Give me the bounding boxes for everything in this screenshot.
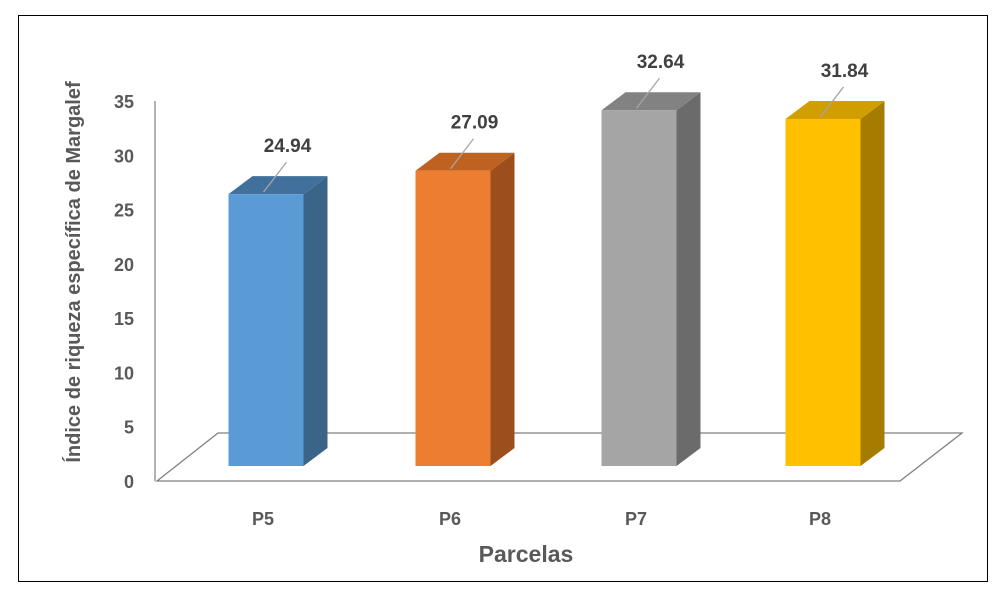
bars	[228, 92, 885, 467]
bar-front-face	[601, 110, 677, 466]
y-tick-label: 10	[114, 363, 134, 383]
x-tick-label: P5	[252, 509, 274, 529]
bar-top-face	[785, 100, 885, 119]
data-label-leader	[635, 77, 661, 109]
bar-front-face	[415, 170, 491, 466]
y-axis-title: Índice de riqueza específica de Margalef	[62, 81, 85, 463]
data-label: 27.09	[451, 113, 499, 134]
x-tick-label: P7	[625, 509, 647, 529]
y-tick-label: 15	[114, 309, 134, 329]
bar-p8	[785, 100, 885, 466]
y-axis-ticks: 0 5 10 15 20 25 30 35	[114, 92, 134, 492]
bar-side-face	[676, 92, 701, 466]
bar-p7	[601, 92, 701, 466]
bar-front-face	[228, 194, 304, 467]
data-label-leader	[262, 161, 288, 193]
bar-side-face	[860, 100, 885, 466]
data-label-leader	[819, 86, 845, 118]
bar-top-face	[228, 176, 328, 195]
y-tick-label: 0	[124, 472, 134, 492]
x-axis-title: Parcelas	[479, 541, 574, 567]
bar-top-face	[601, 92, 701, 111]
x-axis-ticks: P5 P6 P7 P8	[252, 509, 831, 529]
y-tick-label: 35	[114, 92, 134, 112]
bar-top-face	[415, 152, 515, 171]
bar-side-face	[490, 152, 515, 466]
x-tick-label: P8	[809, 509, 831, 529]
chart-floor	[155, 432, 964, 482]
data-label: 24.94	[264, 136, 312, 157]
data-label-leader	[449, 138, 475, 170]
data-label: 32.64	[637, 52, 685, 73]
data-labels: 24.94 27.09 32.64 31.84	[262, 52, 869, 193]
y-tick-label: 20	[114, 255, 134, 275]
axes	[154, 101, 964, 482]
y-tick-label: 30	[114, 146, 134, 166]
y-tick-label: 25	[114, 201, 134, 221]
bar-side-face	[303, 176, 328, 467]
data-label: 31.84	[821, 61, 869, 82]
bar-front-face	[785, 118, 861, 466]
x-tick-label: P6	[439, 509, 461, 529]
bar-p5	[228, 176, 328, 467]
bar-p6	[415, 152, 515, 466]
y-tick-label: 5	[124, 418, 134, 438]
